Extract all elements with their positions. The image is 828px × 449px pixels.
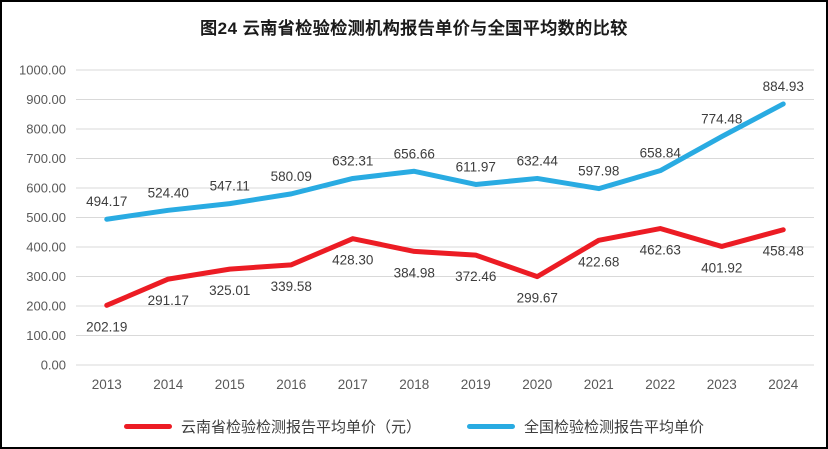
data-label: 325.01 [209, 283, 250, 298]
legend-label: 云南省检验检测报告平均单价（元） [180, 419, 421, 436]
data-label: 524.40 [148, 185, 189, 200]
y-axis-tick-label: 200.00 [26, 299, 66, 314]
data-label: 462.63 [640, 243, 681, 258]
data-label: 202.19 [86, 319, 127, 334]
data-label: 299.67 [517, 291, 558, 306]
y-axis-tick-label: 100.00 [26, 328, 66, 343]
x-axis-tick-label: 2015 [215, 377, 245, 392]
legend-line-swatch-red [123, 424, 172, 429]
data-label: 547.11 [210, 179, 250, 194]
x-axis-tick-label: 2016 [276, 377, 306, 392]
data-label: 428.30 [332, 253, 373, 268]
data-label: 632.31 [332, 153, 373, 168]
data-label: 774.48 [701, 112, 742, 127]
y-axis-tick-label: 500.00 [26, 210, 66, 225]
data-label: 611.97 [456, 159, 496, 174]
y-axis-tick-label: 1000.00 [19, 63, 66, 78]
data-label: 884.93 [763, 79, 804, 94]
x-axis-tick-label: 2013 [92, 377, 122, 392]
data-label: 401.92 [701, 260, 742, 275]
legend-line-swatch-blue [467, 424, 515, 429]
x-axis-tick-label: 2017 [338, 377, 368, 392]
x-axis-tick-label: 2018 [399, 377, 429, 392]
data-label: 422.68 [578, 254, 619, 269]
legend-item-national: 全国检验检测报告平均单价 [467, 416, 704, 437]
data-label: 494.17 [86, 194, 127, 209]
data-label: 372.46 [455, 269, 496, 284]
data-label: 632.44 [517, 153, 559, 168]
x-axis-tick-label: 2020 [522, 377, 552, 392]
x-axis-tick-label: 2021 [584, 377, 614, 392]
chart-title: 图24 云南省检验检测机构报告单价与全国平均数的比较 [200, 19, 628, 38]
data-label: 458.48 [763, 244, 804, 259]
series-line-0 [104, 226, 786, 308]
data-label: 580.09 [271, 169, 312, 184]
y-axis-tick-label: 0.00 [41, 358, 66, 373]
x-axis-tick-label: 2022 [645, 377, 675, 392]
y-axis-tick-label: 400.00 [26, 240, 66, 255]
y-axis-tick-label: 600.00 [26, 181, 66, 196]
x-axis-tick-label: 2024 [768, 377, 799, 392]
y-axis-tick-label: 800.00 [26, 122, 66, 137]
x-axis-tick-label: 2019 [461, 377, 491, 392]
series-line-1 [104, 101, 786, 222]
x-axis-tick-label: 2023 [707, 377, 737, 392]
data-label: 658.84 [640, 146, 682, 161]
legend-item-yunnan: 云南省检验检测报告平均单价（元） [123, 416, 421, 437]
x-axis-tick-label: 2014 [153, 377, 184, 392]
data-label: 384.98 [394, 265, 435, 280]
legend-label: 全国检验检测报告平均单价 [524, 419, 705, 436]
y-axis-tick-label: 300.00 [26, 269, 66, 284]
data-label: 339.58 [271, 279, 312, 294]
data-label: 597.98 [578, 164, 619, 179]
y-axis-tick-label: 700.00 [26, 151, 66, 166]
y-axis-tick-label: 900.00 [26, 92, 66, 107]
data-label: 656.66 [394, 146, 435, 161]
chart-legend: 云南省检验检测报告平均单价（元） 全国检验检测报告平均单价 [2, 416, 826, 437]
data-label: 291.17 [148, 293, 189, 308]
